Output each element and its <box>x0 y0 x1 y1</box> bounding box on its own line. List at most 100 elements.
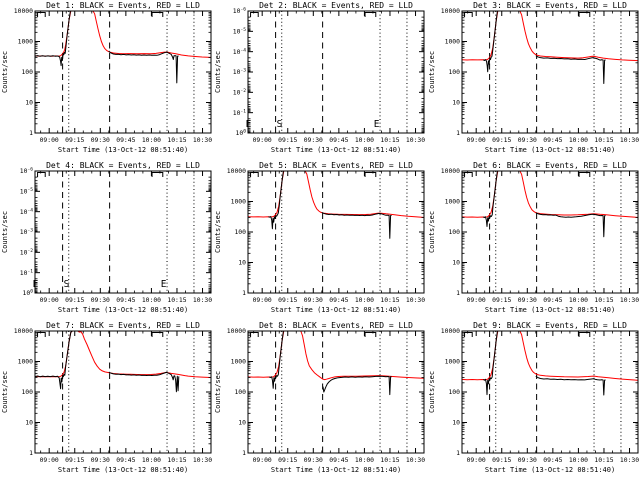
y-tick-label: 10000 <box>227 327 246 335</box>
plot-frame <box>461 170 639 294</box>
interval-letter: E <box>161 279 167 290</box>
y-tick-label: 10000 <box>440 7 459 15</box>
top-interval-bracket <box>364 332 377 338</box>
x-tick-label: 09:00 <box>40 296 59 304</box>
plot-title: Det 5: BLACK = Events, RED = LLD <box>259 161 413 170</box>
events-curve <box>34 10 71 67</box>
y-axis-title: Counts/sec <box>1 211 9 253</box>
x-tick-label: 09:45 <box>330 136 349 144</box>
x-tick-label: 09:30 <box>91 136 110 144</box>
y-tick-label: 1 <box>456 289 460 297</box>
x-tick-label: 10:15 <box>381 296 400 304</box>
x-tick-label: 10:15 <box>381 456 400 464</box>
x-tick-label: 10:30 <box>620 296 639 304</box>
y-tick-label: 100 <box>448 388 460 396</box>
y-tick-label: 1000 <box>231 198 247 206</box>
events-curve <box>34 330 73 390</box>
events-curve <box>268 170 285 230</box>
y-tick-label: 100 <box>235 228 247 236</box>
y-tick-label: 10-1 <box>20 268 33 277</box>
plot-title: Det 3: BLACK = Events, RED = LLD <box>473 1 627 10</box>
interval-letter: E <box>33 279 39 290</box>
x-tick-label: 09:00 <box>253 456 272 464</box>
x-tick-label: 10:15 <box>167 456 186 464</box>
top-interval-bracket <box>151 172 164 178</box>
top-interval-bracket <box>250 332 260 338</box>
x-tick-label: 09:00 <box>466 296 485 304</box>
y-tick-label: 10 <box>25 99 33 107</box>
y-tick-label: 10-2 <box>233 88 246 97</box>
x-tick-label: 09:45 <box>116 136 135 144</box>
x-tick-label: 10:00 <box>142 136 161 144</box>
x-tick-label: 09:15 <box>278 456 297 464</box>
x-tick-label: 09:15 <box>65 136 84 144</box>
det-4-plot: Det 4: BLACK = Events, RED = LLD 09:00 09:… <box>1 161 212 314</box>
top-interval-bracket <box>37 332 46 338</box>
y-tick-label: 10 <box>239 259 247 267</box>
y-tick-label: 100 <box>235 388 247 396</box>
x-tick-label: 09:30 <box>517 296 536 304</box>
x-tick-label: 09:45 <box>543 296 562 304</box>
y-tick-label: 10-5 <box>20 187 33 196</box>
lld-curve <box>34 330 211 378</box>
y-tick-label: 1 <box>242 289 246 297</box>
y-tick-label: 10-2 <box>20 248 33 257</box>
events-curve <box>322 375 392 396</box>
plot-frame <box>461 10 639 134</box>
y-tick-label: 1000 <box>444 358 460 366</box>
x-tick-label: 10:30 <box>620 456 639 464</box>
x-tick-label: 09:45 <box>116 296 135 304</box>
lld-curve <box>461 170 638 218</box>
y-tick-label: 10 <box>452 99 460 107</box>
y-axis-title: Counts/sec <box>214 371 222 413</box>
y-tick-label: 10-1 <box>233 108 246 117</box>
y-tick-label: 100 <box>236 129 247 138</box>
x-tick-label: 09:15 <box>492 456 511 464</box>
top-interval-bracket <box>250 172 260 178</box>
events-curve <box>482 330 498 396</box>
events-curve <box>482 10 498 73</box>
events-curve <box>535 212 606 238</box>
x-tick-label: 10:00 <box>568 136 587 144</box>
y-tick-label: 100 <box>448 68 460 76</box>
x-tick-label: 10:30 <box>193 136 212 144</box>
det-3-plot: Det 3: BLACK = Events, RED = LLD 09:00 09:… <box>428 1 639 154</box>
x-tick-label: 10:15 <box>594 456 613 464</box>
events-curve <box>482 170 498 228</box>
plot-title: Det 7: BLACK = Events, RED = LLD <box>46 321 200 330</box>
interval-letter: S <box>64 279 70 290</box>
events-curve <box>108 50 179 84</box>
y-tick-label: 10-4 <box>233 47 246 56</box>
lld-curve <box>461 330 638 381</box>
x-tick-label: 09:15 <box>278 296 297 304</box>
y-tick-label: 1 <box>29 449 33 457</box>
x-tick-label: 09:30 <box>304 136 323 144</box>
y-tick-label: 10000 <box>14 327 33 335</box>
y-tick-label: 10-5 <box>233 27 246 36</box>
x-tick-label: 10:00 <box>142 456 161 464</box>
plot-frame <box>34 170 212 294</box>
plot-title: Det 9: BLACK = Events, RED = LLD <box>473 321 627 330</box>
y-axis-title: Counts/sec <box>1 51 9 93</box>
x-tick-label: 09:45 <box>330 456 349 464</box>
x-tick-label: 10:00 <box>142 296 161 304</box>
x-tick-label: 10:15 <box>594 136 613 144</box>
events-curve <box>535 375 606 396</box>
top-interval-bracket <box>463 332 473 338</box>
y-axis-title: Counts/sec <box>1 371 9 413</box>
y-tick-label: 1000 <box>444 198 460 206</box>
y-tick-label: 1 <box>29 129 33 137</box>
top-interval-bracket <box>151 332 164 338</box>
x-tick-label: 09:45 <box>543 456 562 464</box>
x-tick-label: 09:30 <box>91 456 110 464</box>
x-axis-title: Start Time (13-Oct-12 08:51:40) <box>484 306 614 314</box>
top-interval-bracket <box>463 12 473 18</box>
y-tick-label: 10 <box>239 419 247 427</box>
plot-frame <box>461 330 639 454</box>
x-tick-label: 10:00 <box>355 136 374 144</box>
plot-title: Det 2: BLACK = Events, RED = LLD <box>259 1 413 10</box>
y-tick-label: 10000 <box>440 167 459 175</box>
x-tick-label: 10:15 <box>167 296 186 304</box>
y-axis-title: Counts/sec <box>428 211 436 253</box>
y-tick-label: 10-4 <box>20 207 33 216</box>
